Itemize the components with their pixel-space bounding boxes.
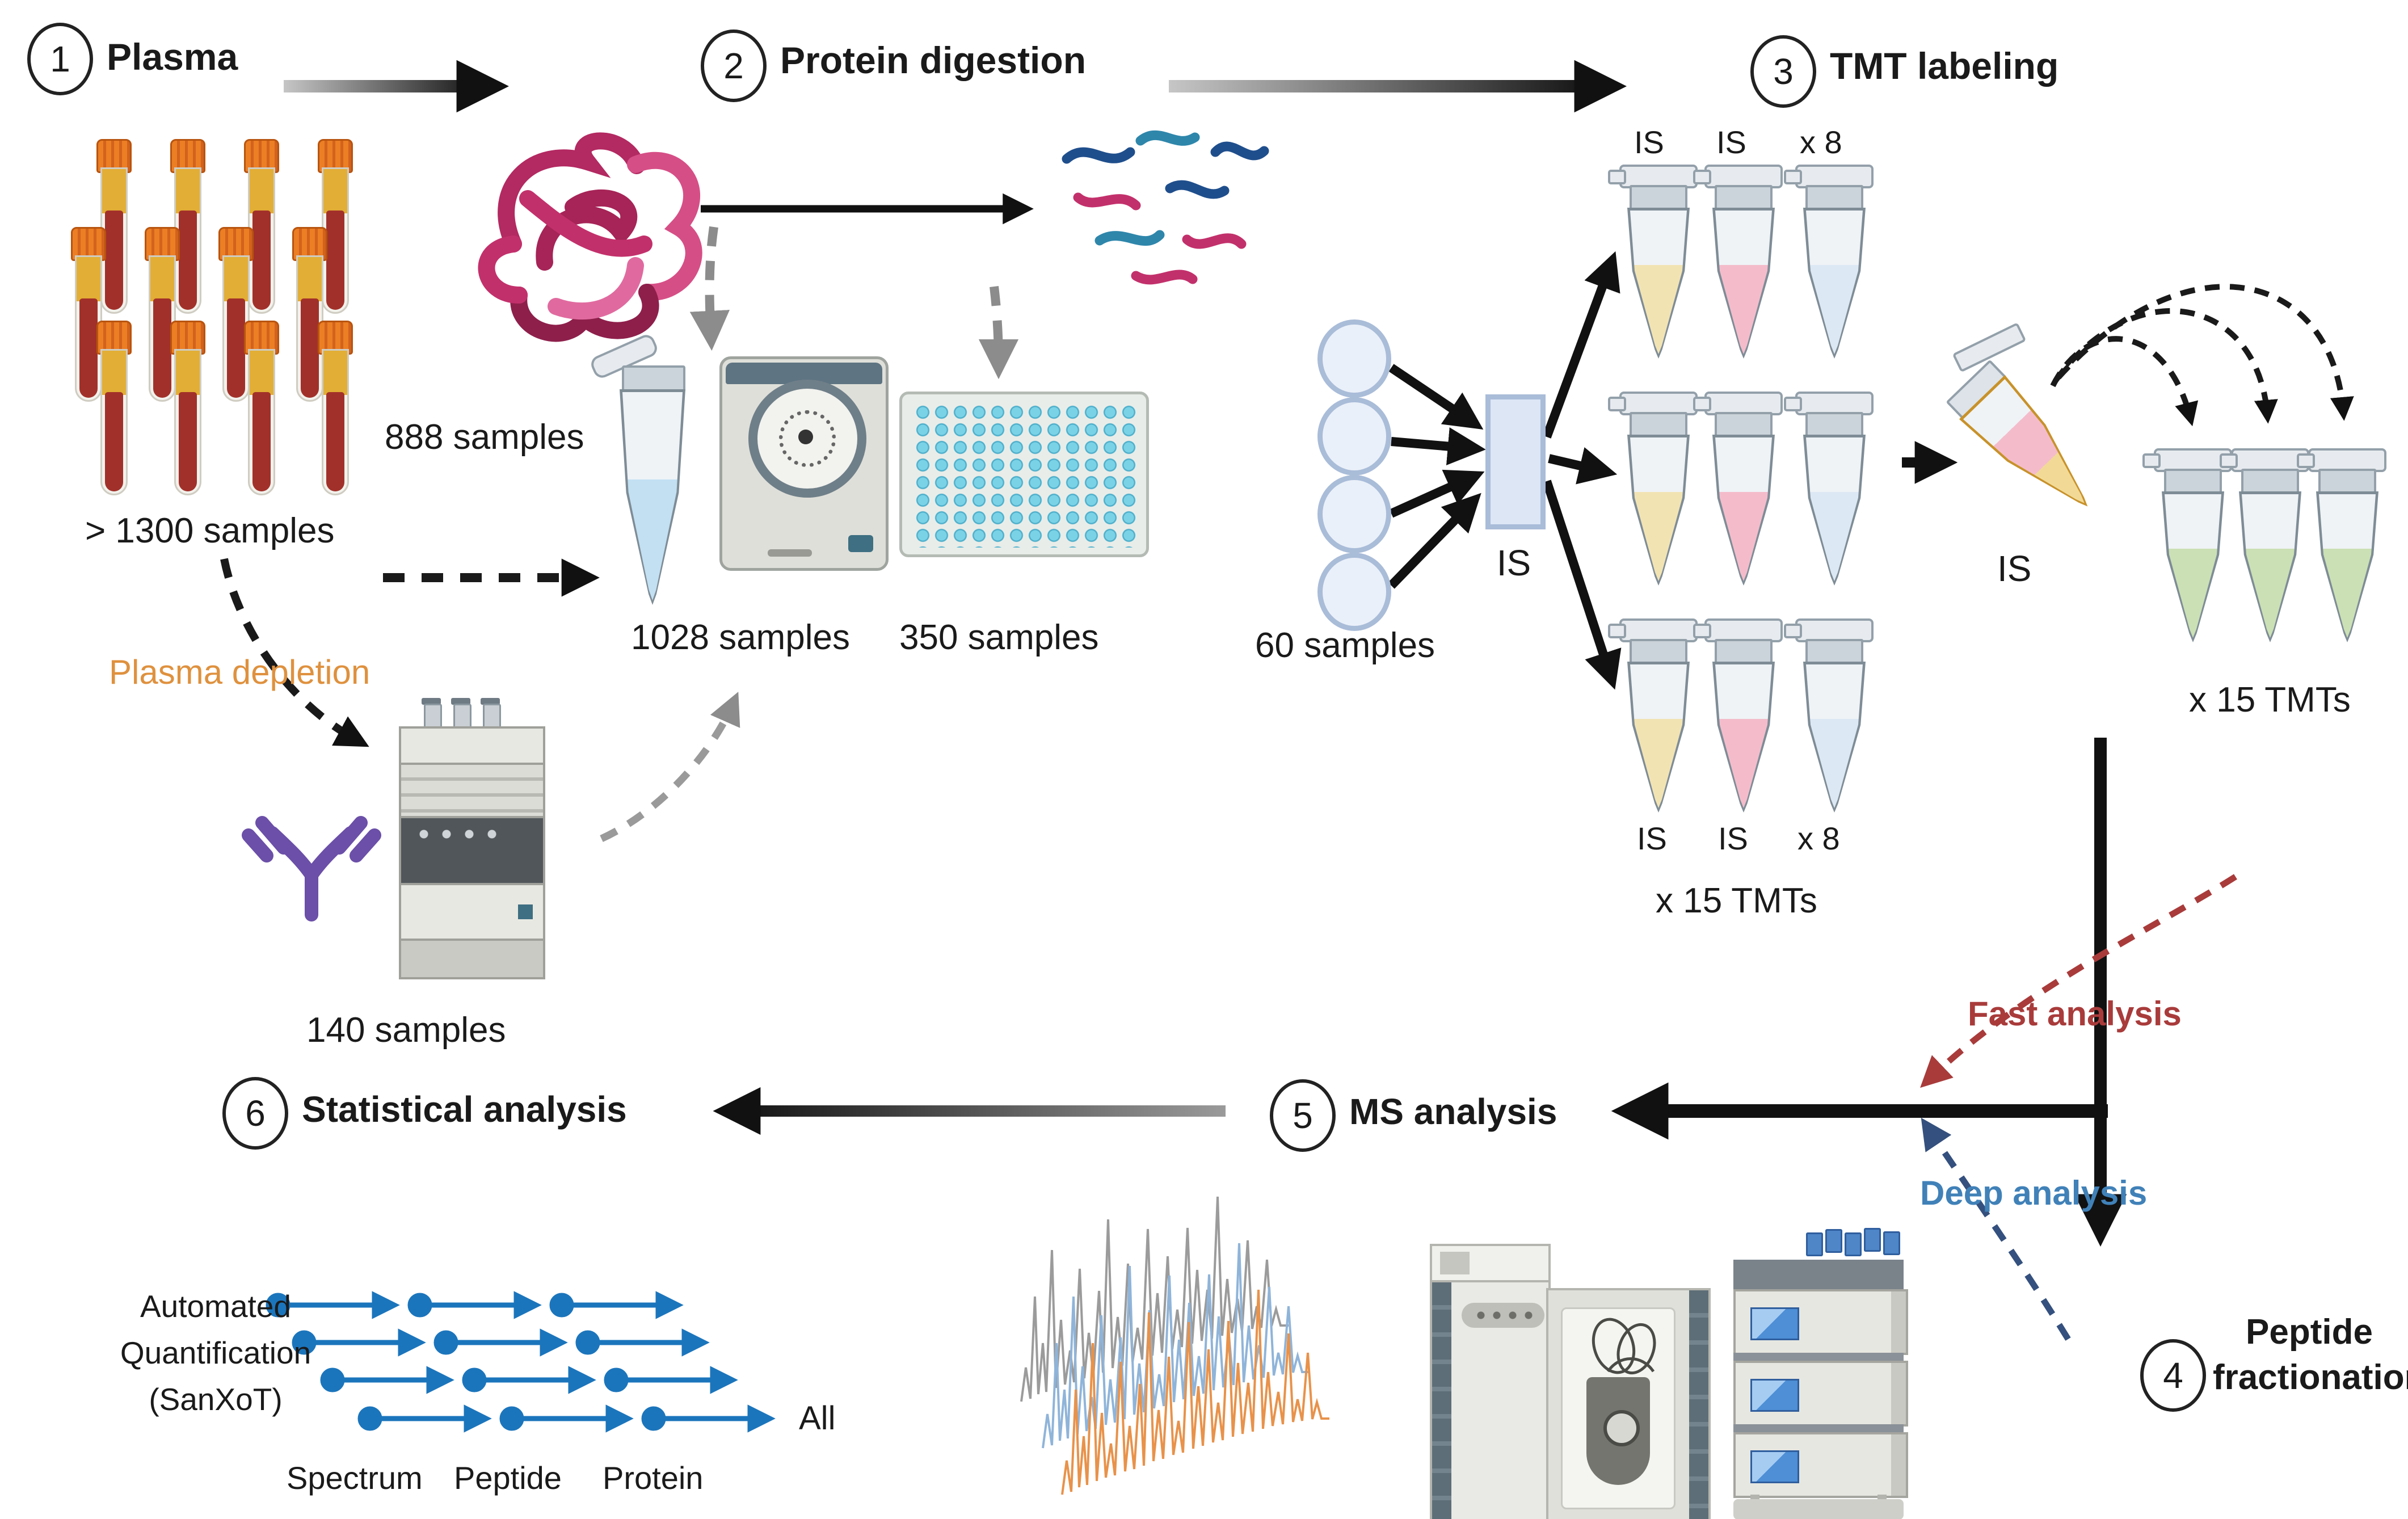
blood-tube-icon [145, 227, 180, 403]
blood-tube-icon [292, 227, 327, 403]
total-samples-label: > 1300 samples [85, 511, 335, 550]
tmt-tube-pink-icon [1693, 618, 1783, 814]
blood-tube-icon [96, 139, 132, 315]
step-4-title-line2: fractionation [2213, 1358, 2408, 1397]
depleted-samples-label: 140 samples [306, 1011, 506, 1050]
dashed-arrow-protein-to-tube [689, 226, 730, 351]
sanxot-diagram [266, 1291, 776, 1433]
blood-tube-icon [318, 139, 353, 315]
plasma-depletion-label: Plasma depletion [109, 653, 371, 691]
step-5-title: MS analysis [1349, 1091, 1557, 1132]
arrows-is-pool-to-tube-rows [1542, 251, 1622, 690]
tmts-bottom-label: x 15 TMTs [1656, 881, 1817, 920]
quant-label-line1: Automated [140, 1289, 291, 1324]
sample-circle-icon [1317, 475, 1391, 553]
well-plate-icon [899, 392, 1149, 557]
quant-label-line2: Quantification [120, 1335, 311, 1370]
dashed-arcs-is-mix-to-tmt-tubes [2050, 284, 2354, 427]
blood-tube-icon [170, 321, 205, 496]
blood-tube-icon [96, 321, 132, 496]
dashed-arrow-plasma-depletion [220, 558, 369, 747]
tmt-tube-blue-icon [1784, 392, 1874, 587]
blood-tube-rack [65, 139, 372, 508]
step-2-title: Protein digestion [780, 39, 1087, 81]
x8-top-label: x 8 [1800, 124, 1842, 160]
tmt-tube-pink-icon [1693, 165, 1783, 360]
step-5-badge: 5 [1270, 1079, 1336, 1152]
is-bottom-mid-label: IS [1718, 820, 1748, 856]
tube-samples-label: 1028 samples [631, 618, 851, 657]
is-bottom-left-label: IS [1637, 820, 1667, 856]
is-mix-label: IS [1997, 548, 2032, 589]
x8-bottom-label: x 8 [1797, 820, 1840, 856]
sample-circle-icon [1317, 553, 1391, 631]
depletion-hplc-icon [394, 698, 545, 1010]
blood-tube-icon [244, 139, 279, 315]
protein-icon [478, 132, 702, 342]
blood-tube-icon [318, 321, 353, 496]
sample-circle-icon [1317, 319, 1391, 398]
step-3-title: TMT labeling [1830, 45, 2059, 87]
hplc-stack-icon [1733, 1228, 1910, 1519]
tmts-right-label: x 15 TMTs [2189, 680, 2351, 719]
step-4-number: 4 [2163, 1355, 2183, 1396]
tmt-tube-yellow-icon [1608, 392, 1698, 587]
step-3-number: 3 [1773, 51, 1794, 92]
quant-label-line3: (SanXoT) [149, 1382, 283, 1417]
to-digestion-samples-label: 888 samples [385, 418, 584, 457]
level-protein-label: Protein [603, 1460, 704, 1496]
arrows-samples-to-is-pool [1388, 364, 1486, 589]
tmt-tube-blue-icon [1784, 165, 1874, 360]
mass-spectrometer-icon [1430, 1244, 1711, 1519]
step-5-number: 5 [1293, 1095, 1313, 1136]
ms-swirl-icon [1592, 1318, 1656, 1375]
tmt-tube-yellow-icon [1608, 618, 1698, 814]
step-4-badge: 4 [2140, 1339, 2206, 1412]
is-top-left-label: IS [1634, 124, 1664, 160]
tmt-tube-yellow-icon [1608, 165, 1698, 360]
step-1-number: 1 [50, 39, 70, 79]
dashed-route-deep-analysis [1921, 1117, 2071, 1341]
step-1-badge: 1 [27, 23, 93, 95]
dashed-route-fast-analysis [1920, 874, 2237, 1088]
step-3-badge: 3 [1750, 35, 1816, 108]
antibody-icon [242, 816, 381, 922]
step-1-title: Plasma [107, 36, 238, 78]
step-6-number: 6 [245, 1093, 266, 1134]
peptide-icon [1062, 130, 1269, 285]
tmt-result-tube-icon [2220, 448, 2309, 644]
step-6-badge: 6 [222, 1077, 288, 1150]
is-top-mid-label: IS [1716, 124, 1746, 160]
tmt-tube-blue-icon [1784, 618, 1874, 814]
tmt-tube-pink-icon [1693, 392, 1783, 587]
spectra-icon [1020, 1196, 1331, 1496]
level-peptide-label: Peptide [454, 1460, 562, 1496]
step-2-badge: 2 [701, 30, 767, 102]
level-spectrum-label: Spectrum [287, 1460, 423, 1496]
is-pool-label: IS [1496, 542, 1531, 583]
centrifuge-icon [719, 356, 889, 571]
step-2-number: 2 [723, 45, 744, 86]
dashed-arrow-depleted-to-digestion [600, 692, 740, 842]
step-6-title: Statistical analysis [302, 1089, 627, 1130]
digestion-tube-icon [588, 332, 708, 613]
dashed-arrow-peptides-to-plate [978, 286, 1019, 380]
step-4-title-line1: Peptide [2246, 1312, 2373, 1352]
all-label: All [799, 1400, 836, 1437]
tmt-result-tube-icon [2297, 448, 2386, 644]
tmt-samples-label: 60 samples [1255, 626, 1435, 665]
fast-analysis-label: Fast analysis [1968, 995, 2182, 1033]
sample-circle-icon [1317, 397, 1391, 476]
blood-tube-icon [244, 321, 279, 496]
plate-samples-label: 350 samples [899, 618, 1099, 657]
is-pool-icon [1485, 394, 1546, 529]
tmt-result-tube-icon [2142, 448, 2232, 644]
deep-analysis-label: Deep analysis [1920, 1174, 2148, 1212]
is-mix-tube-icon [1934, 322, 2104, 555]
